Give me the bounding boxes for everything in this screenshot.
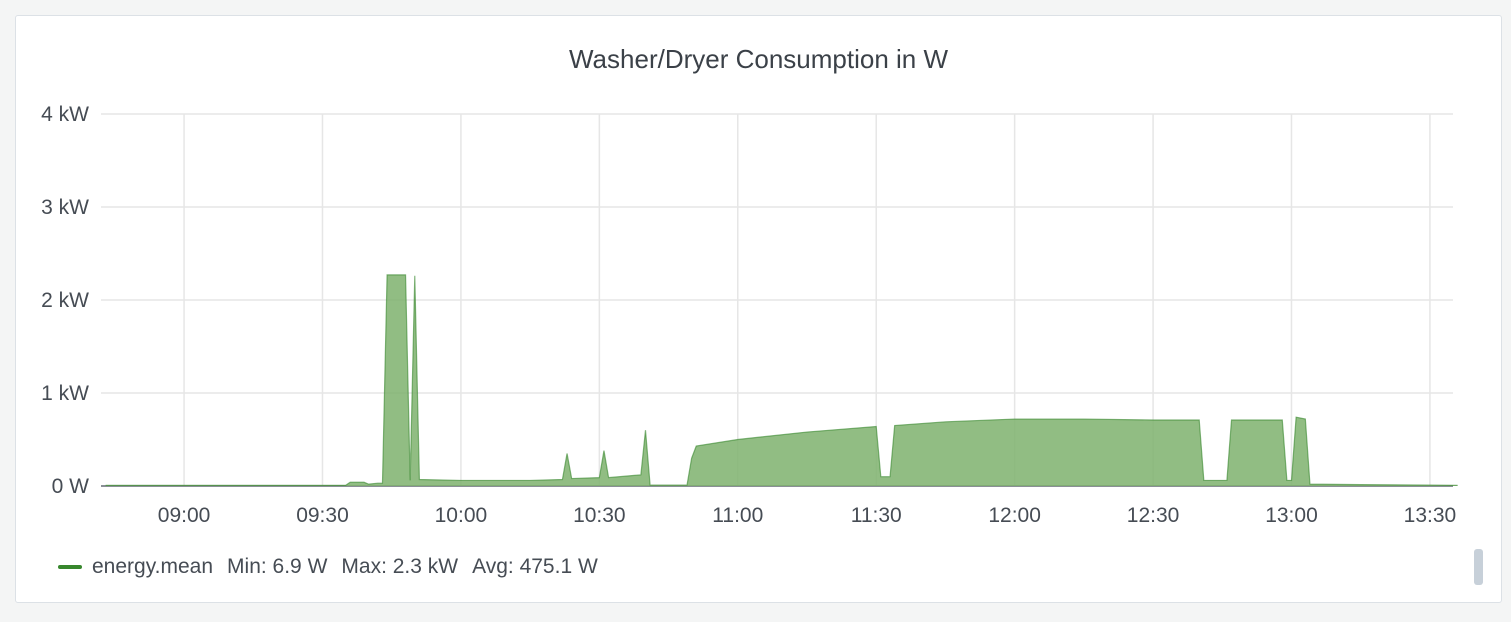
x-tick-label: 10:00 bbox=[435, 504, 488, 527]
legend-series-name[interactable]: energy.mean bbox=[92, 555, 214, 578]
x-tick-label: 12:00 bbox=[988, 504, 1041, 527]
legend-swatch bbox=[58, 565, 82, 569]
x-tick-label: 11:00 bbox=[712, 504, 763, 527]
panel-title: Washer/Dryer Consumption in W bbox=[568, 44, 949, 74]
x-tick-label: 12:30 bbox=[1127, 504, 1180, 527]
y-tick-label: 2 kW bbox=[41, 289, 89, 312]
x-axis: 09:00 09:30 10:00 10:30 11:00 11:30 12:00 12:30… bbox=[158, 504, 1456, 527]
y-tick-label: 1 kW bbox=[41, 382, 89, 405]
y-tick-label: 4 kW bbox=[41, 103, 89, 126]
series-area bbox=[105, 274, 1458, 486]
chart-panel: Washer/Dryer Consumption in W energy.mea… bbox=[15, 15, 1502, 603]
legend-avg: Avg: 475.1 W bbox=[472, 555, 598, 578]
legend: energy.mean Min: 6.9 W Max: 2.3 kW Avg: … bbox=[58, 552, 598, 582]
x-tick-label: 11:30 bbox=[851, 504, 902, 527]
legend-max: Max: 2.3 kW bbox=[341, 555, 459, 578]
legend-scrollbar[interactable] bbox=[1474, 549, 1483, 585]
x-tick-label: 09:30 bbox=[296, 504, 349, 527]
x-tick-label: 13:00 bbox=[1265, 504, 1318, 527]
y-tick-label: 0 W bbox=[52, 475, 90, 498]
x-tick-label: 10:30 bbox=[573, 504, 626, 527]
y-tick-label: 3 kW bbox=[41, 196, 89, 219]
x-tick-label: 09:00 bbox=[158, 504, 211, 527]
legend-min: Min: 6.9 W bbox=[227, 555, 328, 578]
x-tick-label: 13:30 bbox=[1404, 504, 1457, 527]
series bbox=[105, 274, 1458, 486]
y-axis: 0 W 1 kW 2 kW 3 kW 4 kW bbox=[41, 103, 89, 498]
